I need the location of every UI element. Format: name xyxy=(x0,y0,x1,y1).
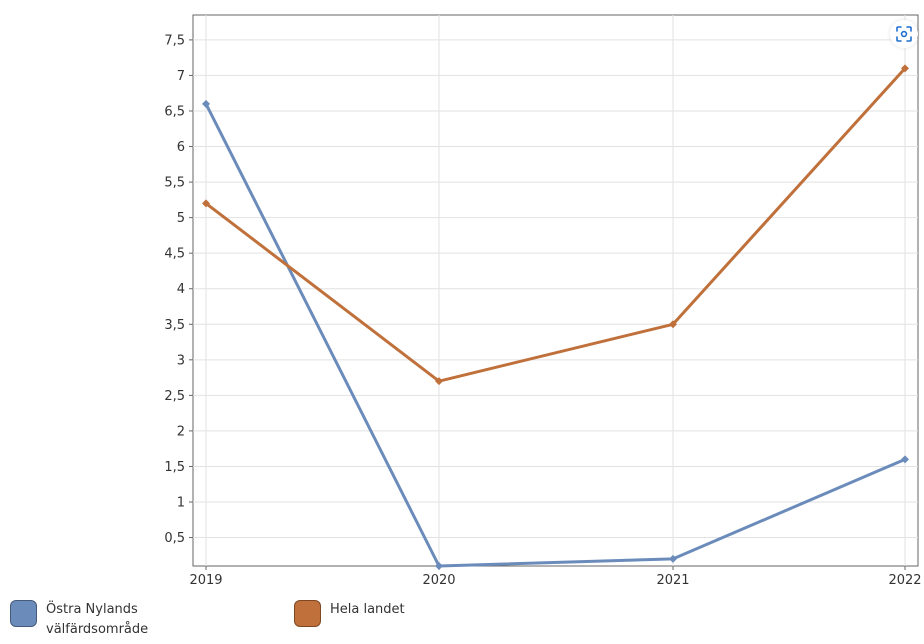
x-tick-label: 2022 xyxy=(888,573,921,588)
y-axis-ticks: 0,5 1 1,5 2 2,5 3 3,5 4 4,5 5 5,5 6 6,5 7 7,5 xyxy=(164,33,193,546)
data-point[interactable] xyxy=(435,562,443,570)
legend: Östra Nylands välfärdsområde Hela landet xyxy=(0,600,924,644)
x-tick-label: 2019 xyxy=(189,573,222,588)
y-tick-label: 4 xyxy=(177,282,185,297)
y-tick-label: 0,5 xyxy=(164,531,185,546)
x-tick-label: 2020 xyxy=(422,573,455,588)
y-tick-label: 7 xyxy=(177,69,185,84)
data-point[interactable] xyxy=(901,455,909,464)
legend-swatch xyxy=(294,600,321,627)
y-tick-label: 5 xyxy=(177,211,185,226)
legend-item-ostra-nyland[interactable]: Östra Nylands välfärdsområde xyxy=(10,600,148,640)
y-tick-label: 1,5 xyxy=(164,460,185,475)
series-line-1 xyxy=(205,67,907,383)
focus-icon[interactable] xyxy=(890,20,918,48)
focus-screenshot-icon xyxy=(896,26,912,42)
y-tick-label: 3,5 xyxy=(164,318,185,333)
y-tick-label: 6 xyxy=(177,140,185,155)
y-tick-label: 4,5 xyxy=(164,247,185,262)
data-point[interactable] xyxy=(901,64,909,73)
y-tick-label: 2,5 xyxy=(164,389,185,404)
legend-label-line1: Östra Nylands xyxy=(46,602,138,617)
y-tick-label: 5,5 xyxy=(164,176,185,191)
legend-label-line1: Hela landet xyxy=(330,602,405,617)
legend-item-hela-landet[interactable]: Hela landet xyxy=(294,600,405,627)
y-tick-label: 1 xyxy=(177,496,185,511)
x-tick-label: 2021 xyxy=(656,573,689,588)
y-tick-label: 6,5 xyxy=(164,104,185,119)
y-tick-label: 2 xyxy=(177,424,185,439)
data-point[interactable] xyxy=(669,554,677,563)
data-point[interactable] xyxy=(435,377,443,386)
plot-frame xyxy=(192,14,919,567)
x-axis-ticks: 2019 2020 2021 2022 xyxy=(189,566,922,588)
data-point[interactable] xyxy=(202,199,210,208)
data-point[interactable] xyxy=(202,99,210,108)
grid xyxy=(192,14,919,567)
legend-label: Östra Nylands välfärdsområde xyxy=(46,600,148,640)
legend-label: Hela landet xyxy=(330,600,405,620)
y-tick-label: 3 xyxy=(177,353,185,368)
legend-swatch xyxy=(10,600,37,627)
series-group xyxy=(202,64,909,570)
line-chart: 0,5 1 1,5 2 2,5 3 3,5 4 4,5 5 5,5 6 6,5 7 7,5 2019 2020… xyxy=(164,14,922,588)
series-line-0 xyxy=(204,103,906,568)
data-point[interactable] xyxy=(669,320,677,329)
y-tick-label: 7,5 xyxy=(164,33,185,48)
legend-label-line2: välfärdsområde xyxy=(46,622,149,637)
